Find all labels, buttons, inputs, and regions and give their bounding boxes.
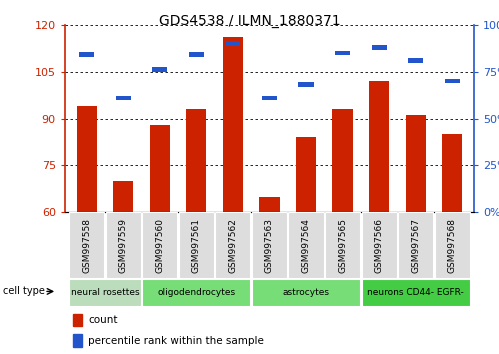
Bar (408, 58, 423, 63)
Bar (442, 134, 462, 212)
Bar (259, 197, 279, 212)
FancyBboxPatch shape (361, 212, 397, 278)
Text: oligodendrocytes: oligodendrocytes (157, 289, 236, 297)
Text: count: count (88, 315, 118, 325)
Bar (73, 314, 82, 326)
Bar (332, 109, 353, 212)
FancyBboxPatch shape (142, 212, 178, 278)
Bar (262, 96, 277, 100)
FancyBboxPatch shape (142, 279, 250, 307)
Text: GSM997568: GSM997568 (448, 218, 457, 273)
Bar (189, 52, 204, 57)
FancyBboxPatch shape (179, 212, 214, 278)
FancyBboxPatch shape (252, 279, 360, 307)
Text: astrocytes: astrocytes (282, 289, 329, 297)
Text: GSM997558: GSM997558 (82, 218, 91, 273)
Bar (296, 137, 316, 212)
Text: cell type: cell type (3, 286, 45, 296)
Bar (79, 52, 94, 57)
Bar (406, 115, 426, 212)
Text: GDS4538 / ILMN_1880371: GDS4538 / ILMN_1880371 (159, 14, 340, 28)
Text: GSM997561: GSM997561 (192, 218, 201, 273)
FancyBboxPatch shape (288, 212, 323, 278)
Text: neurons CD44- EGFR-: neurons CD44- EGFR- (367, 289, 464, 297)
Bar (77, 106, 97, 212)
FancyBboxPatch shape (398, 212, 433, 278)
Text: neural rosettes: neural rosettes (71, 289, 139, 297)
Text: GSM997564: GSM997564 (301, 218, 310, 273)
FancyBboxPatch shape (252, 212, 287, 278)
FancyBboxPatch shape (69, 212, 104, 278)
Text: GSM997559: GSM997559 (119, 218, 128, 273)
Bar (73, 334, 82, 347)
FancyBboxPatch shape (325, 212, 360, 278)
Text: GSM997565: GSM997565 (338, 218, 347, 273)
FancyBboxPatch shape (216, 212, 250, 278)
Bar (335, 51, 350, 55)
FancyBboxPatch shape (435, 212, 470, 278)
Bar (152, 68, 167, 72)
Bar (186, 109, 207, 212)
FancyBboxPatch shape (69, 279, 141, 307)
Bar (445, 79, 460, 84)
Bar (369, 81, 389, 212)
Text: GSM997566: GSM997566 (375, 218, 384, 273)
Text: percentile rank within the sample: percentile rank within the sample (88, 336, 264, 346)
Bar (298, 82, 313, 87)
Text: GSM997560: GSM997560 (155, 218, 164, 273)
Text: GSM997562: GSM997562 (229, 218, 238, 273)
FancyBboxPatch shape (361, 279, 470, 307)
FancyBboxPatch shape (106, 212, 141, 278)
Bar (226, 41, 241, 46)
Bar (223, 37, 243, 212)
Bar (372, 45, 387, 50)
Text: GSM997567: GSM997567 (411, 218, 420, 273)
Bar (113, 181, 133, 212)
Text: GSM997563: GSM997563 (265, 218, 274, 273)
Bar (116, 96, 131, 100)
Bar (150, 125, 170, 212)
